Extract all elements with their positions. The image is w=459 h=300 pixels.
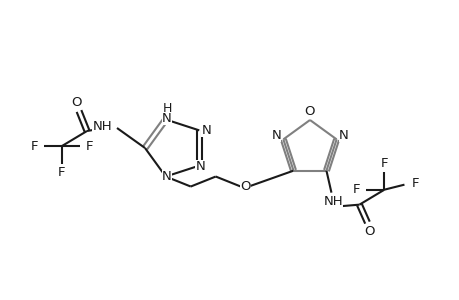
Text: N: N	[195, 160, 205, 173]
Text: F: F	[380, 157, 387, 170]
Text: O: O	[304, 104, 314, 118]
Text: F: F	[30, 140, 38, 152]
Text: N: N	[201, 124, 211, 137]
Text: F: F	[410, 177, 418, 190]
Text: N: N	[162, 112, 171, 125]
Text: O: O	[240, 180, 251, 193]
Text: F: F	[352, 183, 360, 196]
Text: O: O	[72, 95, 82, 109]
Text: NH: NH	[323, 195, 342, 208]
Text: F: F	[58, 166, 66, 178]
Text: N: N	[162, 170, 171, 183]
Text: N: N	[338, 129, 347, 142]
Text: N: N	[271, 129, 281, 142]
Text: O: O	[364, 225, 374, 238]
Text: F: F	[86, 140, 93, 152]
Text: NH: NH	[92, 119, 112, 133]
Text: H: H	[162, 102, 172, 115]
